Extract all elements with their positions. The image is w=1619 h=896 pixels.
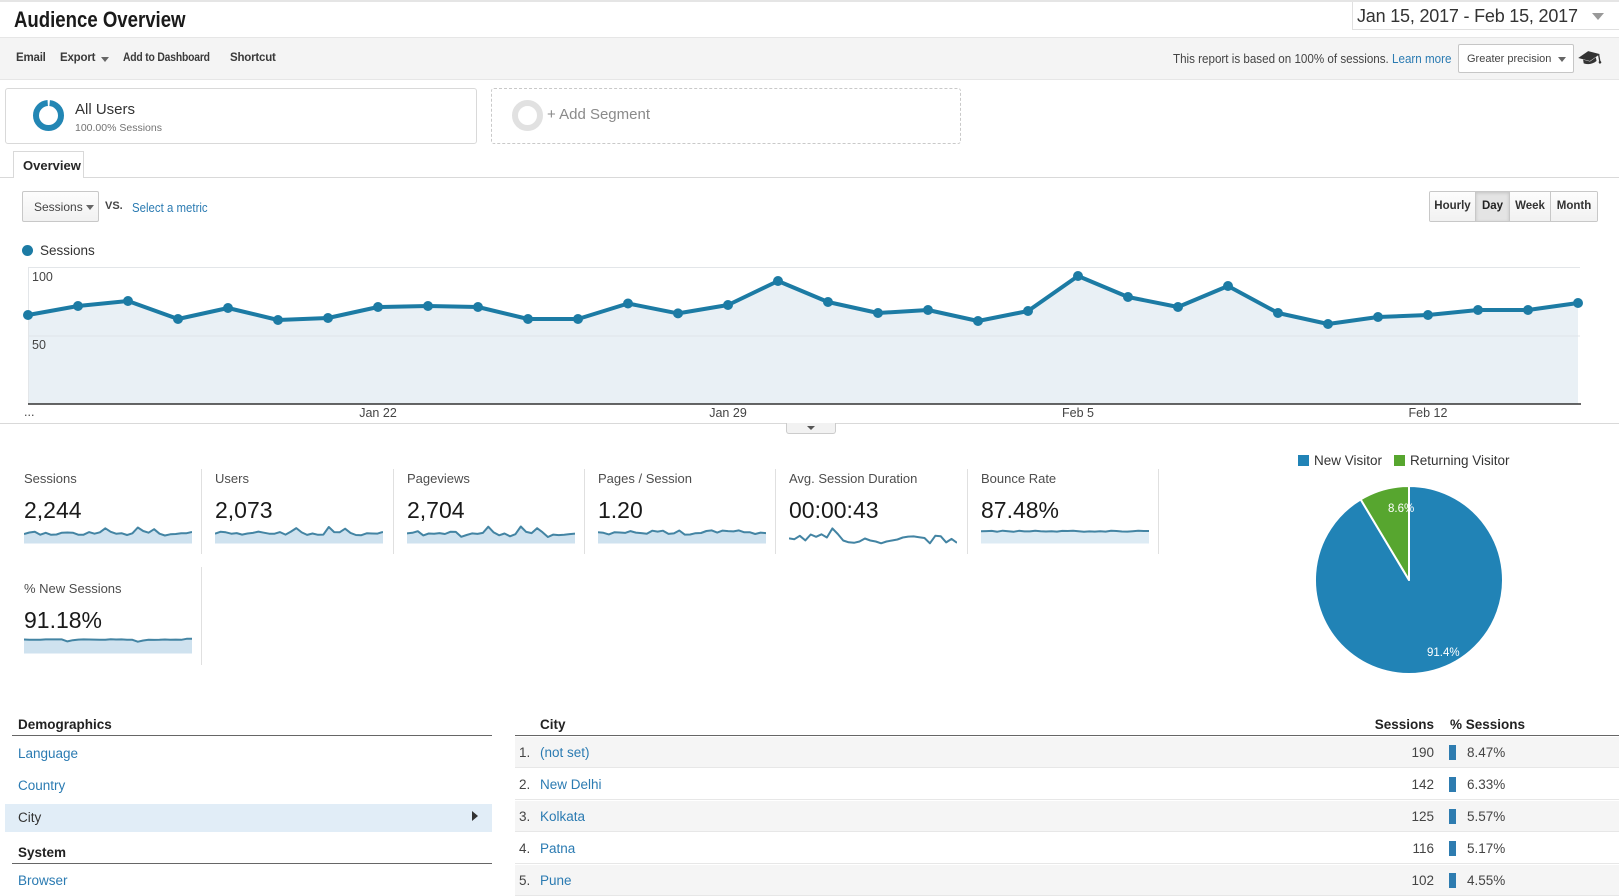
svg-text:91.4%: 91.4% (1427, 647, 1460, 659)
svg-text:8.6%: 8.6% (1388, 503, 1414, 515)
